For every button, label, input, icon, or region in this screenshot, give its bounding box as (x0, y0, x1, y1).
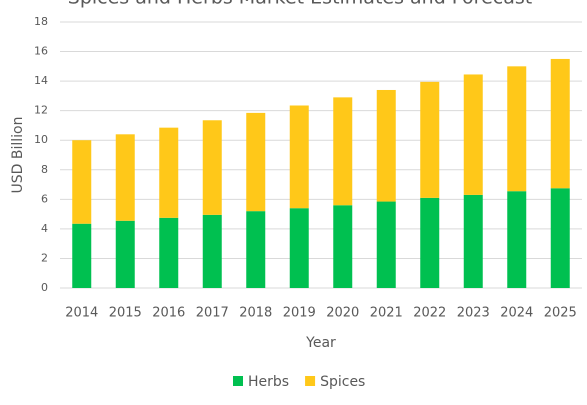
bar-segment (507, 191, 527, 288)
y-tick-label: 8 (41, 163, 48, 176)
y-axis-label: USD Billion (10, 117, 26, 194)
bar-segment (550, 188, 570, 288)
x-tick-label: 2015 (109, 306, 142, 321)
bar-segment (463, 194, 483, 288)
x-tick-label: 2022 (413, 306, 446, 321)
bar-segment (159, 217, 179, 288)
x-tick-label: 2016 (152, 306, 185, 321)
y-tick-label: 2 (41, 251, 48, 264)
x-tick-label: 2024 (500, 306, 533, 321)
bar-segment (115, 134, 135, 221)
bar-segment (420, 81, 440, 198)
x-axis-label: Year (305, 335, 336, 351)
y-tick-label: 0 (41, 281, 48, 294)
y-tick-label: 14 (34, 74, 48, 87)
bar-segment (72, 140, 92, 224)
bar-segment (246, 112, 266, 212)
y-tick-label: 10 (34, 133, 48, 146)
bar-segment (507, 66, 527, 192)
bar-segment (420, 197, 440, 288)
x-tick-label: 2019 (283, 306, 316, 321)
bar-segment (550, 58, 570, 189)
bar-segment (463, 74, 483, 195)
bar-segment (202, 214, 222, 288)
chart-title: Spices and Herbs Market Estimates and Fo… (68, 0, 532, 9)
y-tick-label: 16 (34, 45, 48, 58)
bar-segment (246, 211, 266, 288)
bar-segment (333, 205, 353, 288)
legend-swatch (233, 376, 243, 386)
bar-segment (202, 120, 222, 215)
x-tick-label: 2018 (239, 306, 272, 321)
x-tick-label: 2023 (457, 306, 490, 321)
bar-segment (289, 208, 309, 288)
x-tick-label: 2017 (196, 306, 229, 321)
bar-segment (72, 223, 92, 288)
y-tick-label: 12 (34, 104, 48, 117)
y-tick-label: 6 (41, 192, 48, 205)
x-tick-label: 2014 (65, 306, 98, 321)
bar-segment (376, 201, 396, 288)
bar-segment (289, 105, 309, 209)
y-tick-label: 4 (41, 222, 48, 235)
x-tick-label: 2020 (326, 306, 359, 321)
bar-segment (115, 220, 135, 288)
y-tick-label: 18 (34, 15, 48, 28)
legend-swatch (305, 376, 316, 386)
bar-segment (159, 127, 179, 218)
legend-label: Herbs (248, 374, 289, 390)
x-tick-label: 2025 (544, 306, 577, 321)
x-tick-label: 2021 (370, 306, 403, 321)
bar-segment (376, 89, 396, 202)
bar-segment (333, 97, 353, 206)
legend-label: Spices (320, 374, 365, 390)
